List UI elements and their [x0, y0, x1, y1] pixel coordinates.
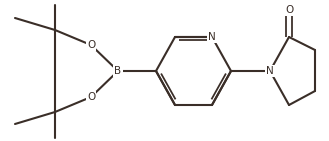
- Text: O: O: [87, 92, 95, 102]
- Text: B: B: [114, 66, 121, 76]
- Text: N: N: [208, 32, 216, 42]
- Text: N: N: [266, 66, 274, 76]
- Text: O: O: [87, 40, 95, 50]
- Text: O: O: [285, 5, 293, 15]
